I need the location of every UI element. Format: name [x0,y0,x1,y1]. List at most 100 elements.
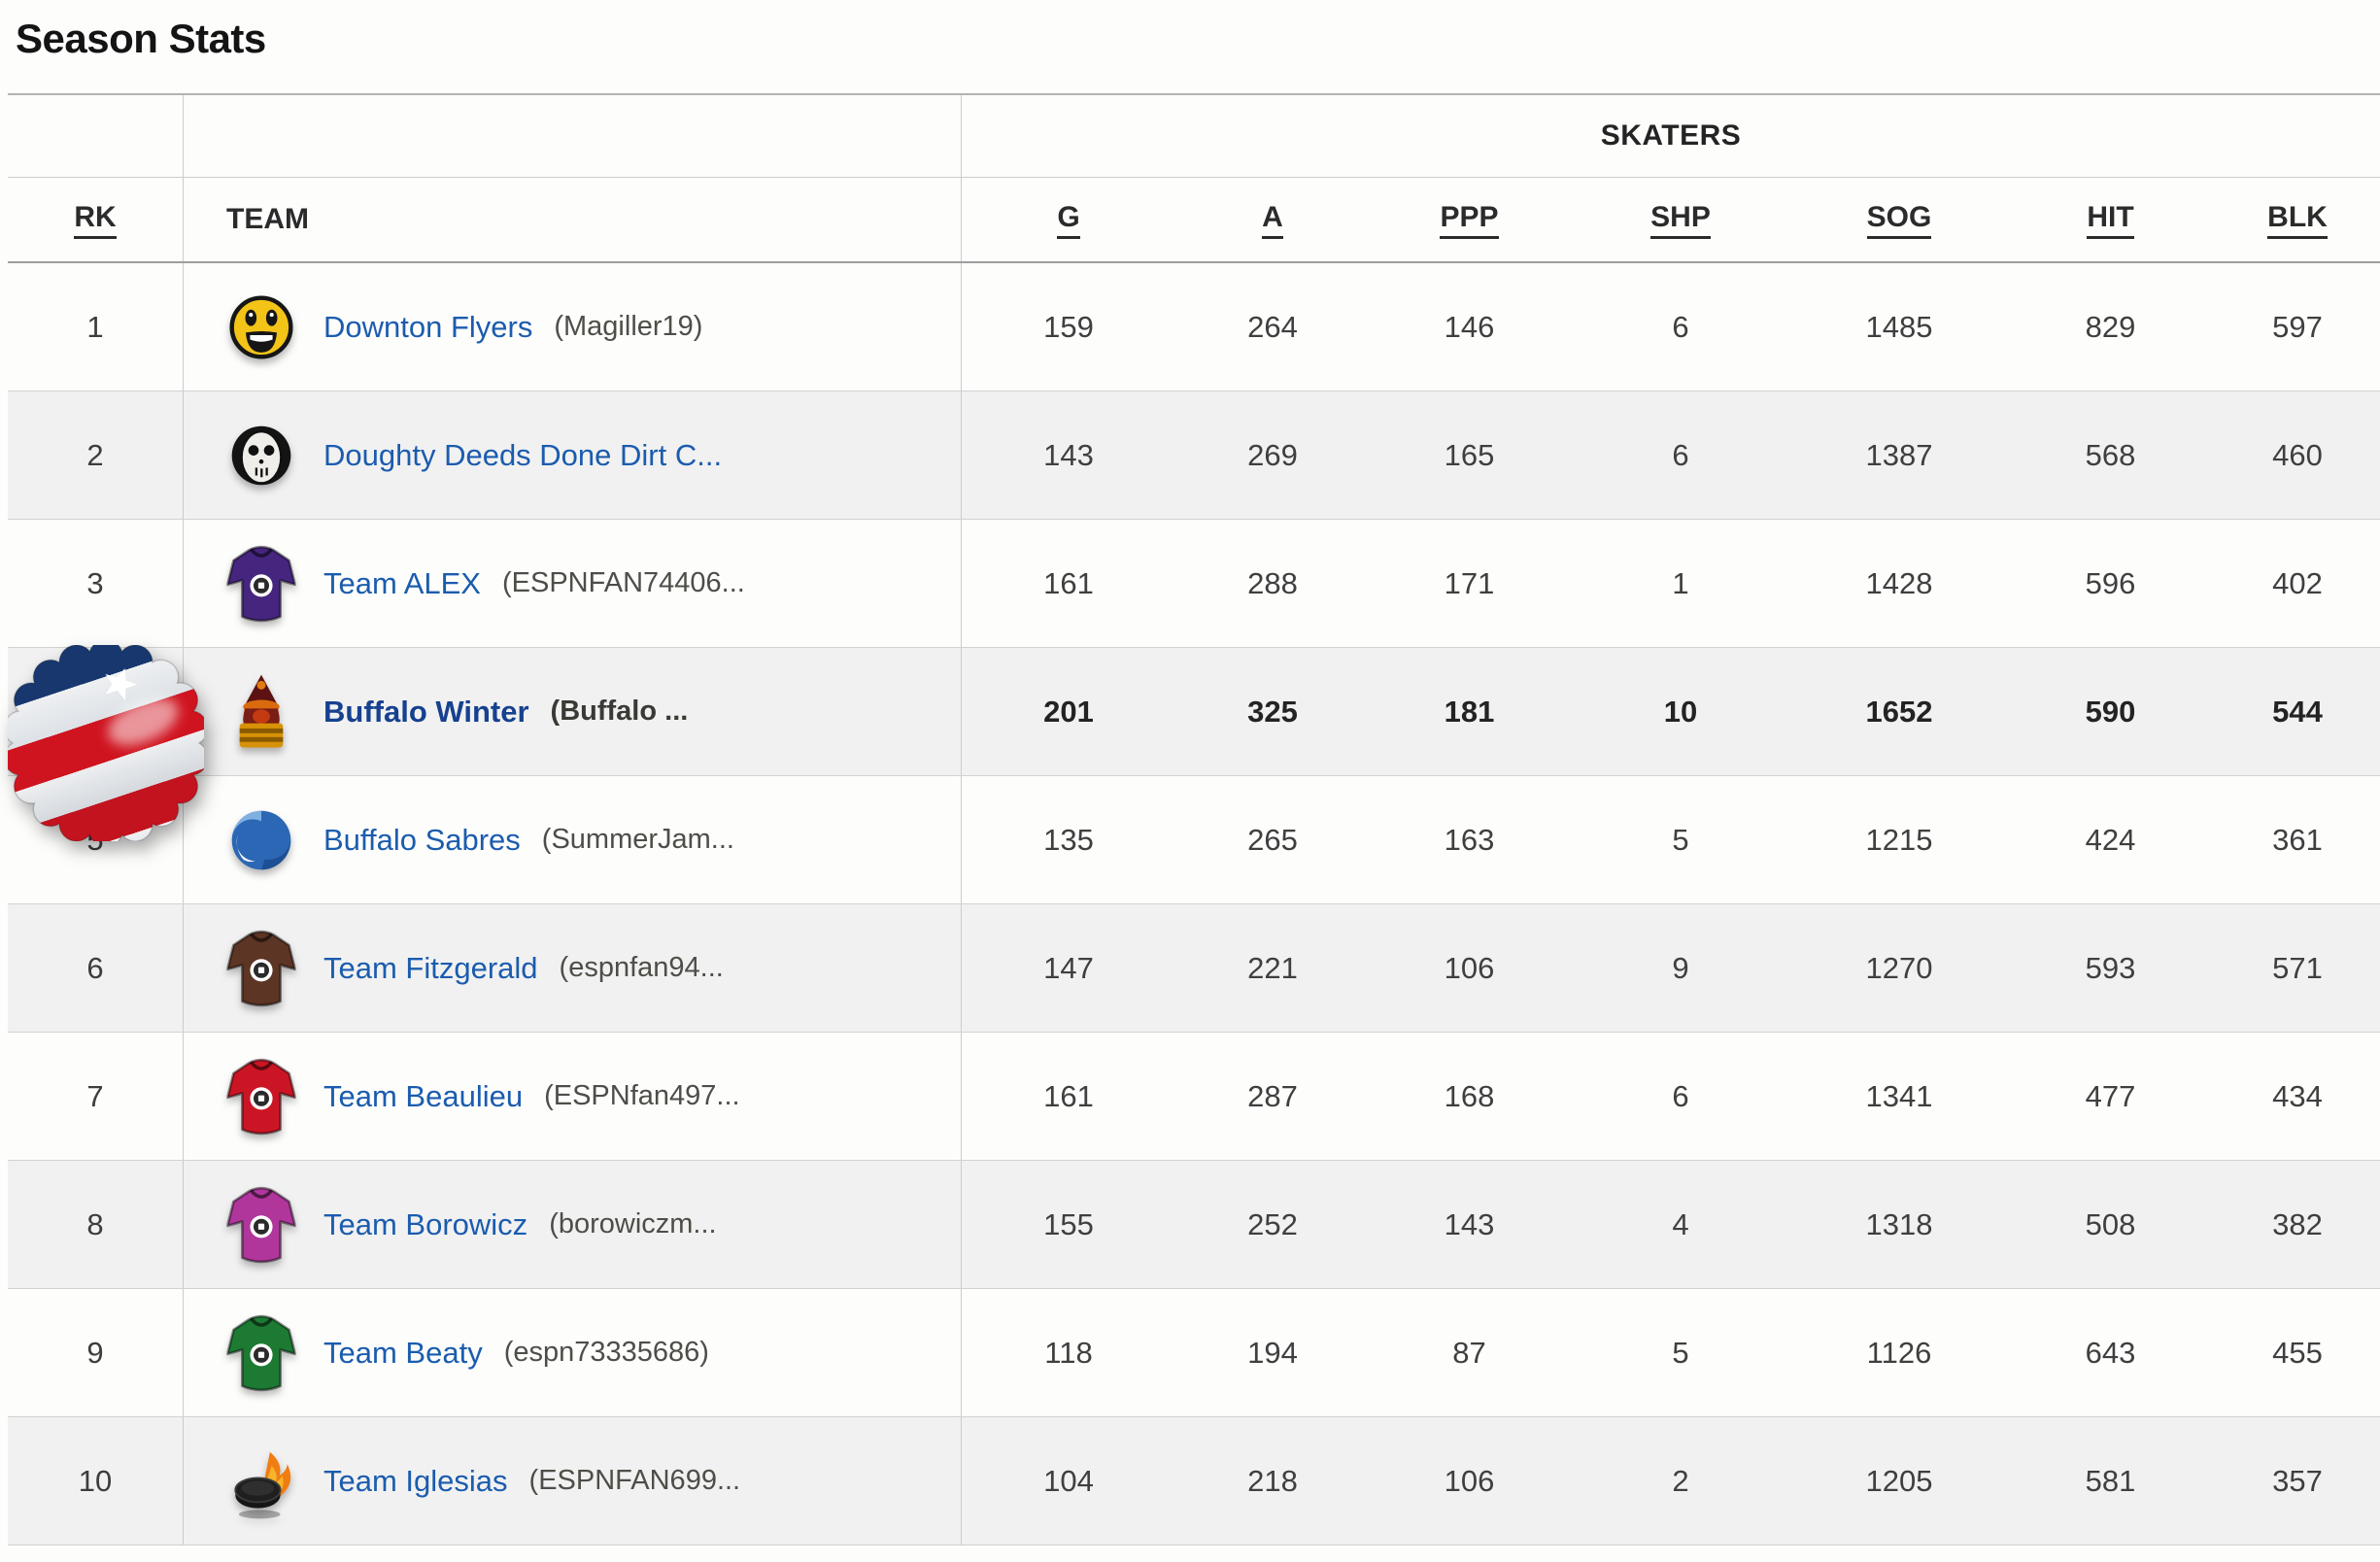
rank-sort-label[interactable]: RK [74,201,117,239]
stat-value: 265 [1247,822,1298,857]
stat-value: 643 [2085,1335,2136,1370]
stat-value: 201 [1043,694,1094,729]
stat-value: 325 [1247,694,1298,729]
manager-name: (espnfan94... [559,952,724,983]
table-body: 1 Downton Flyers (Magiller19) 159 264 146 6… [8,263,2380,1545]
stat-value: 269 [1247,437,1298,472]
table-column-header-row: RK TEAM G A PPP SHP SOG HIT BLK [8,178,2380,263]
sort-label-shp[interactable]: SHP [1650,201,1711,239]
stat-value: 118 [1044,1335,1093,1370]
stat-value: 87 [1452,1335,1486,1370]
stat-value: 10 [1663,694,1698,729]
rank-cell: 10 [8,1417,184,1545]
stat-value: 590 [2085,694,2136,729]
rank-column-header[interactable]: RK [8,178,184,261]
team-name-link[interactable]: Downton Flyers [323,309,533,344]
stat-value: 424 [2085,822,2136,857]
stat-value: 1652 [1865,694,1933,729]
green-jersey-icon [226,1313,296,1393]
stat-value: 1387 [1865,437,1933,472]
team-name-link[interactable]: Team Beaty [323,1335,483,1370]
stat-value: 402 [2272,565,2323,600]
stat-value: 161 [1043,1078,1094,1113]
sort-label-g[interactable]: G [1057,201,1080,239]
stats-cells-wrap: 135 265 163 5 1215 424 361 [962,776,2380,903]
flaming-puck-icon [226,1442,296,1521]
stats-cells-wrap: 161 287 168 6 1341 477 434 [962,1033,2380,1160]
team-cell: Buffalo Winter (Buffalo ... [184,648,962,775]
stat-value: 596 [2085,565,2136,600]
stat-value: 361 [2272,822,2323,857]
team-name-link[interactable]: Buffalo Sabres [323,822,521,857]
stat-value: 382 [2272,1206,2323,1241]
team-name-link[interactable]: Team Iglesias [323,1463,508,1498]
stat-value: 143 [1444,1206,1495,1241]
team-name-link[interactable]: Team Beaulieu [323,1078,524,1113]
stat-value: 434 [2272,1078,2323,1113]
magenta-jersey-icon [226,1185,296,1265]
rank-cell: 2 [8,391,184,519]
team-header-label: TEAM [226,203,309,235]
badge-scalloped-cap [8,645,204,841]
stat-value: 568 [2085,437,2136,472]
badge-star [105,668,138,701]
stat-value: 6 [1672,437,1689,472]
stat-value: 1 [1672,565,1689,600]
rank-cell: 7 [8,1033,184,1160]
team-name-link[interactable]: Team ALEX [323,565,481,600]
stat-value: 1428 [1865,565,1933,600]
team-name-link[interactable]: Doughty Deeds Done Dirt C... [323,437,723,472]
table-row: 9 Team Beaty (espn73335686) 118 194 87 5 112… [8,1289,2380,1417]
team-cell: Team Fitzgerald (espnfan94... [184,904,962,1032]
sort-label-ppp[interactable]: PPP [1440,201,1499,239]
stat-value: 9 [1672,950,1689,985]
team-cell: Team Beaty (espn73335686) [184,1289,962,1416]
stat-value: 163 [1444,822,1495,857]
stats-cells-wrap: 155 252 143 4 1318 508 382 [962,1161,2380,1288]
stats-cells-wrap: 118 194 87 5 1126 643 455 [962,1289,2380,1416]
sort-label-a[interactable]: A [1262,201,1283,239]
stat-column-header-sog: SOG [1792,201,2006,239]
season-stats-table: SKATERS RK TEAM G A PPP SHP SOG HIT BLK 1 Down… [8,93,2380,1545]
manager-name: (ESPNFAN74406... [501,567,745,598]
stat-value: 104 [1043,1463,1094,1498]
stats-cells-wrap: 143 269 165 6 1387 568 460 [962,391,2380,519]
stat-value: 4 [1672,1206,1689,1241]
stat-value: 194 [1247,1335,1298,1370]
page-title: Season Stats [16,16,266,61]
rank-value: 6 [86,950,104,985]
stat-value: 106 [1444,950,1495,985]
stat-value: 581 [2085,1463,2136,1498]
stat-column-header-g: G [962,201,1175,239]
badge-gloss [108,697,179,745]
stats-cells-wrap: 147 221 106 9 1270 593 571 [962,904,2380,1032]
stat-value: 6 [1672,1078,1689,1113]
manager-name: (Magiller19) [554,311,703,342]
stat-value: 5 [1672,1335,1689,1370]
stats-cells-wrap: 159 264 146 6 1485 829 597 [962,263,2380,390]
team-cell: Team ALEX (ESPNFAN74406... [184,520,962,647]
stat-value: 1270 [1865,950,1933,985]
stat-value: 1341 [1865,1078,1933,1113]
team-cell: Buffalo Sabres (SummerJam... [184,776,962,903]
team-name-link[interactable]: Team Fitzgerald [323,950,538,985]
sort-label-sog[interactable]: SOG [1866,201,1932,239]
stat-value: 829 [2085,309,2136,344]
stat-value: 264 [1247,309,1298,344]
usa-flag-bottlecap-badge [8,645,204,841]
team-name-link[interactable]: Team Borowicz [323,1206,528,1241]
stat-headers-wrap: G A PPP SHP SOG HIT BLK [962,201,2380,239]
team-name-link[interactable]: Buffalo Winter [323,694,529,729]
stat-value: 106 [1444,1463,1495,1498]
sort-label-blk[interactable]: BLK [2267,201,2328,239]
table-row: 5 Buffalo Sabres (SummerJam... 135 265 163… [8,776,2380,904]
table-row: 10 Team Iglesias (ESPNFAN699... 104 218 10… [8,1417,2380,1545]
sort-label-hit[interactable]: HIT [2087,201,2134,239]
stat-value: 252 [1247,1206,1298,1241]
stat-value: 544 [2272,694,2323,729]
rank-cell: 3 [8,520,184,647]
table-group-header-row: SKATERS [8,95,2380,178]
stat-column-headers: G A PPP SHP SOG HIT BLK [962,178,2380,261]
table-row: 1 Downton Flyers (Magiller19) 159 264 146 6… [8,263,2380,391]
stat-value: 477 [2085,1078,2136,1113]
